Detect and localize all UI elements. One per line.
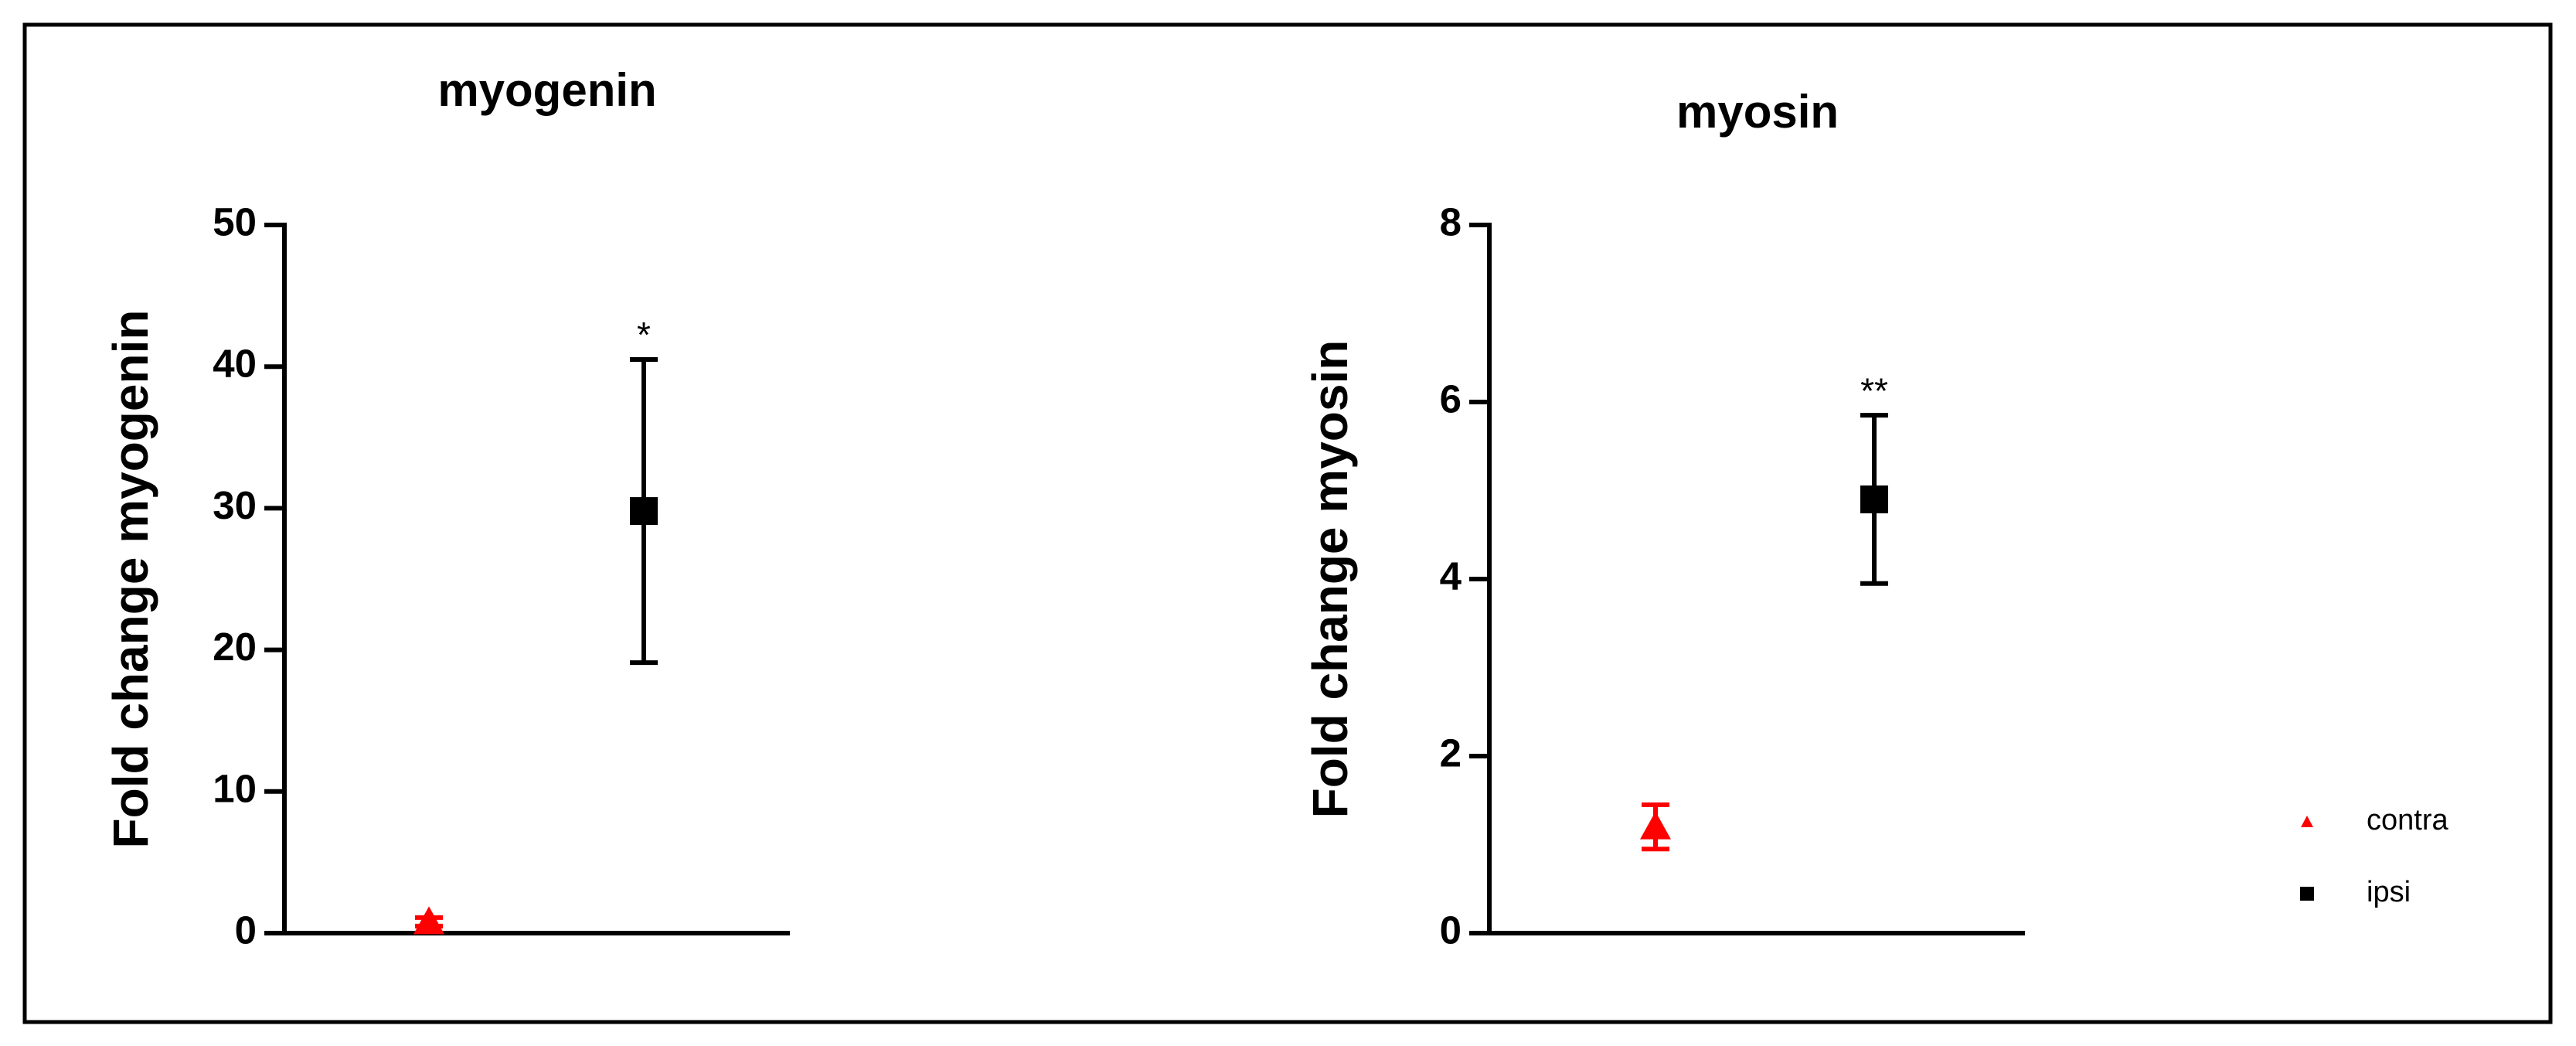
significance: * (637, 315, 651, 355)
chart-title: myogenin (437, 64, 656, 116)
legend-label: ipsi (2367, 876, 2411, 908)
y-tick-label: 2 (1440, 731, 1462, 775)
legend-label: contra (2367, 804, 2448, 836)
y-axis-label: Fold change myosin (1302, 340, 1358, 819)
marker (413, 906, 444, 935)
y-tick-label: 20 (213, 625, 257, 669)
marker (1640, 811, 1671, 840)
y-tick-label: 4 (1440, 554, 1462, 598)
y-tick-label: 30 (213, 483, 257, 527)
marker (1860, 485, 1888, 513)
chart-title: myosin (1676, 86, 1839, 138)
y-axis-label: Fold change myogenin (103, 310, 158, 849)
significance: ** (1860, 370, 1888, 411)
y-tick-label: 0 (1440, 908, 1462, 952)
y-tick-label: 6 (1440, 376, 1462, 421)
y-tick-label: 40 (213, 342, 257, 386)
y-tick-label: 50 (213, 199, 257, 244)
legend-marker (2301, 816, 2313, 827)
y-tick-label: 10 (213, 766, 257, 810)
y-tick-label: 8 (1440, 199, 1462, 244)
legend-marker (2300, 887, 2314, 901)
y-tick-label: 0 (235, 908, 257, 952)
marker (630, 497, 658, 526)
frame (22, 22, 2553, 1024)
